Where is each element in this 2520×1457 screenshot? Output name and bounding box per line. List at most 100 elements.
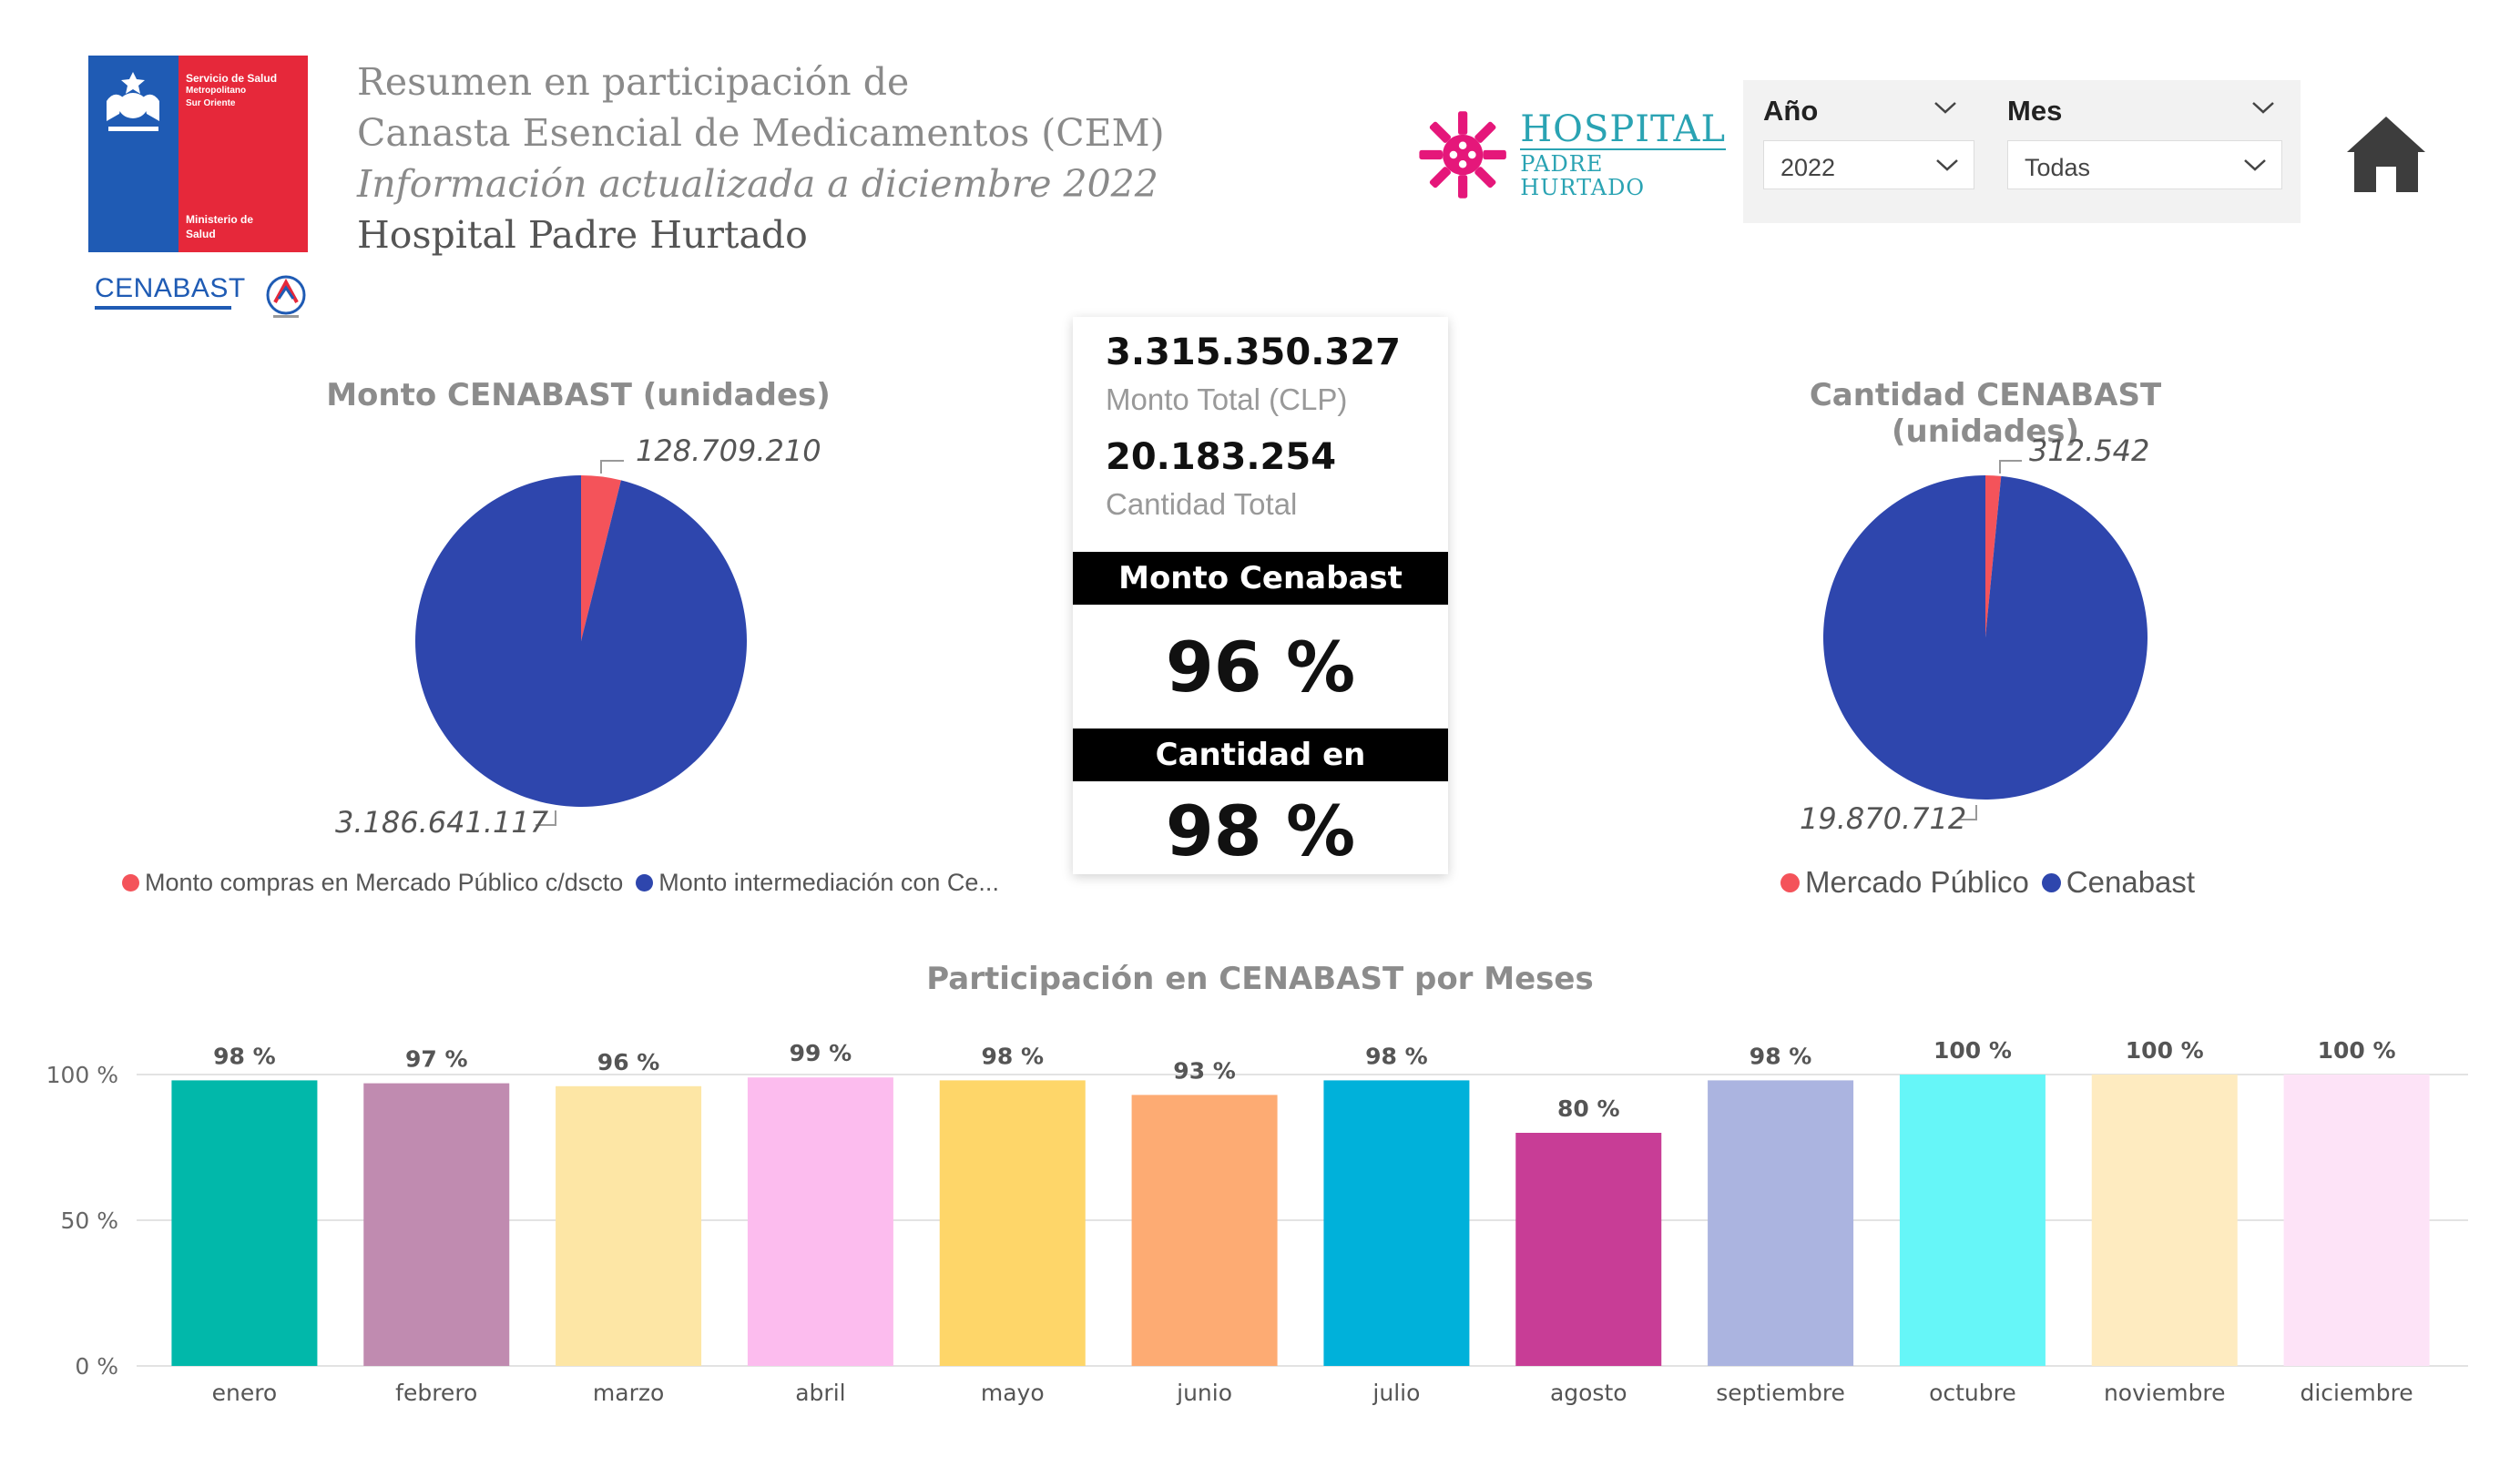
- ministry-name-text: Salud: [186, 228, 216, 240]
- bar[interactable]: [1131, 1095, 1278, 1366]
- cantidad-legend: Mercado Público Cenabast: [1780, 865, 2208, 900]
- pie-label-mercado: 128.709.210: [636, 433, 821, 468]
- x-tick-label: septiembre: [1716, 1380, 1845, 1406]
- bar-value-label: 100 %: [1933, 1037, 2012, 1064]
- monto-total-label: Monto Total (CLP): [1106, 382, 1348, 416]
- cantidad-cenabast-header: Cantidad en Cenabast: [1073, 728, 1448, 826]
- pie-slice[interactable]: [1823, 475, 2148, 800]
- bar[interactable]: [1708, 1080, 1854, 1366]
- pie-leader-line: [536, 810, 556, 826]
- bar-value-label: 98 %: [1750, 1043, 1812, 1069]
- month-select-value: Todas: [2025, 154, 2091, 181]
- bar[interactable]: [939, 1080, 1086, 1366]
- kpi-card: 3.315.350.327 Monto Total (CLP) 20.183.2…: [1073, 317, 1448, 874]
- chevron-down-icon[interactable]: [2250, 98, 2277, 117]
- chevron-down-icon[interactable]: [1932, 98, 1959, 117]
- chevron-down-icon: [2244, 159, 2266, 171]
- x-tick-label: junio: [1176, 1380, 1232, 1406]
- cantidad-pie-chart: [1823, 460, 2148, 820]
- cenabast-logo: CENABAST: [95, 273, 313, 328]
- chevron-down-icon: [1936, 159, 1958, 171]
- ministry-logo-red-panel: Servicio de Salud Metropolitano Sur Orie…: [179, 56, 308, 252]
- x-tick-label: abril: [795, 1380, 845, 1406]
- x-tick-label: febrero: [395, 1380, 477, 1406]
- legend-label: Cenabast: [2066, 865, 2196, 899]
- filter-panel: Año 2022 Mes Todas: [1743, 80, 2301, 223]
- bar[interactable]: [556, 1085, 702, 1366]
- bar[interactable]: [171, 1080, 318, 1366]
- legend-label: Monto intermediación con Ce...: [658, 869, 999, 896]
- x-tick-label: julio: [1372, 1380, 1420, 1406]
- pie-slice[interactable]: [581, 475, 621, 641]
- bar[interactable]: [1515, 1133, 1662, 1366]
- legend-dot: [2041, 872, 2061, 892]
- home-icon[interactable]: [2345, 114, 2427, 194]
- ministry-name-text: Ministerio de: [186, 213, 254, 226]
- bar[interactable]: [747, 1077, 893, 1366]
- ministry-service-text: Servicio de Salud: [186, 72, 278, 85]
- year-filter-label: Año: [1763, 95, 1819, 127]
- legend-item[interactable]: Cenabast: [2041, 865, 2196, 900]
- title-line-2: Canasta Esencial de Medicamentos (CEM): [357, 111, 1165, 155]
- monto-cenabast-percent: 96 %: [1165, 627, 1356, 708]
- cantidad-total-value: 20.183.254: [1106, 436, 1337, 478]
- pie-label-mercado: 312.542: [2029, 433, 2150, 468]
- legend-dot: [636, 874, 654, 892]
- chile-coat-of-arms-icon: [88, 56, 179, 252]
- cantidad-pie-title: Cantidad CENABAST (unidades): [1809, 377, 2162, 450]
- bar[interactable]: [1899, 1075, 2046, 1366]
- pie-slice[interactable]: [415, 475, 748, 807]
- title-update-date: Información actualizada a diciembre 2022: [357, 162, 1158, 206]
- title-line-1: Resumen en participación de: [357, 60, 910, 104]
- legend-item[interactable]: Monto compras en Mercado Público c/dscto: [122, 869, 623, 897]
- x-tick-label: enero: [212, 1380, 278, 1406]
- title-hospital-name: Hospital Padre Hurtado: [357, 213, 808, 257]
- bar-value-label: 97 %: [405, 1046, 468, 1073]
- x-tick-label: mayo: [981, 1380, 1045, 1406]
- hospital-logo-line1: HOSPITAL: [1520, 108, 1726, 150]
- pie-leader-line: [600, 460, 624, 474]
- hospital-logo-line2: PADRE HURTADO: [1520, 148, 1726, 199]
- pie-slice[interactable]: [1985, 475, 2002, 637]
- monto-pie-title: Monto CENABAST (unidades): [326, 377, 831, 413]
- monto-pie-chart: [415, 460, 748, 826]
- cenabast-logo-text: CENABAST: [95, 273, 246, 303]
- pie-leader-line: [1999, 460, 2022, 474]
- bar-value-label: 98 %: [981, 1043, 1044, 1069]
- ministry-service-text: Sur Oriente: [186, 98, 236, 108]
- legend-dot: [1780, 872, 1800, 892]
- year-select-value: 2022: [1780, 154, 1836, 181]
- ministry-service-text: Metropolitano: [186, 86, 247, 96]
- x-tick-label: agosto: [1550, 1380, 1627, 1406]
- monto-total-value: 3.315.350.327: [1106, 331, 1401, 373]
- bar[interactable]: [1323, 1080, 1470, 1366]
- bar[interactable]: [2091, 1075, 2238, 1366]
- x-tick-label: octubre: [1929, 1380, 2016, 1406]
- report-title: Resumen en participación de Canasta Esen…: [357, 56, 1165, 260]
- pie-label-cenabast: 19.870.712: [1800, 801, 1967, 836]
- y-tick-label: 0 %: [75, 1353, 118, 1380]
- bar[interactable]: [2283, 1075, 2430, 1366]
- bar-value-label: 99 %: [790, 1040, 852, 1066]
- bar-value-label: 98 %: [213, 1043, 276, 1069]
- hospital-emblem-icon: [1419, 111, 1506, 199]
- month-select[interactable]: Todas: [2007, 140, 2282, 189]
- bar-value-label: 98 %: [1365, 1043, 1428, 1069]
- year-select[interactable]: 2022: [1763, 140, 1974, 189]
- pie-label-cenabast: 3.186.641.117: [335, 805, 549, 840]
- bar-value-label: 93 %: [1173, 1057, 1236, 1084]
- legend-item[interactable]: Mercado Público: [1780, 865, 2029, 900]
- bar[interactable]: [363, 1083, 510, 1366]
- monthly-bar-chart: 0 % 50 % 100 % 98 % enero 97 % febrero 96 % mar…: [46, 1037, 2468, 1406]
- legend-label: Monto compras en Mercado Público c/dscto: [145, 869, 624, 896]
- x-tick-label: noviembre: [2104, 1380, 2226, 1406]
- legend-label: Mercado Público: [1805, 865, 2029, 899]
- x-tick-label: marzo: [593, 1380, 664, 1406]
- monto-legend: Monto compras en Mercado Público c/dscto…: [122, 869, 1012, 897]
- pie-leader-line: [1958, 805, 1977, 820]
- month-filter-label: Mes: [2007, 95, 2063, 127]
- legend-item[interactable]: Monto intermediación con Ce...: [636, 869, 999, 897]
- cantidad-cenabast-percent: 98 %: [1165, 790, 1356, 871]
- bar-value-label: 100 %: [2318, 1037, 2396, 1064]
- cenabast-logo-underline: [95, 306, 231, 310]
